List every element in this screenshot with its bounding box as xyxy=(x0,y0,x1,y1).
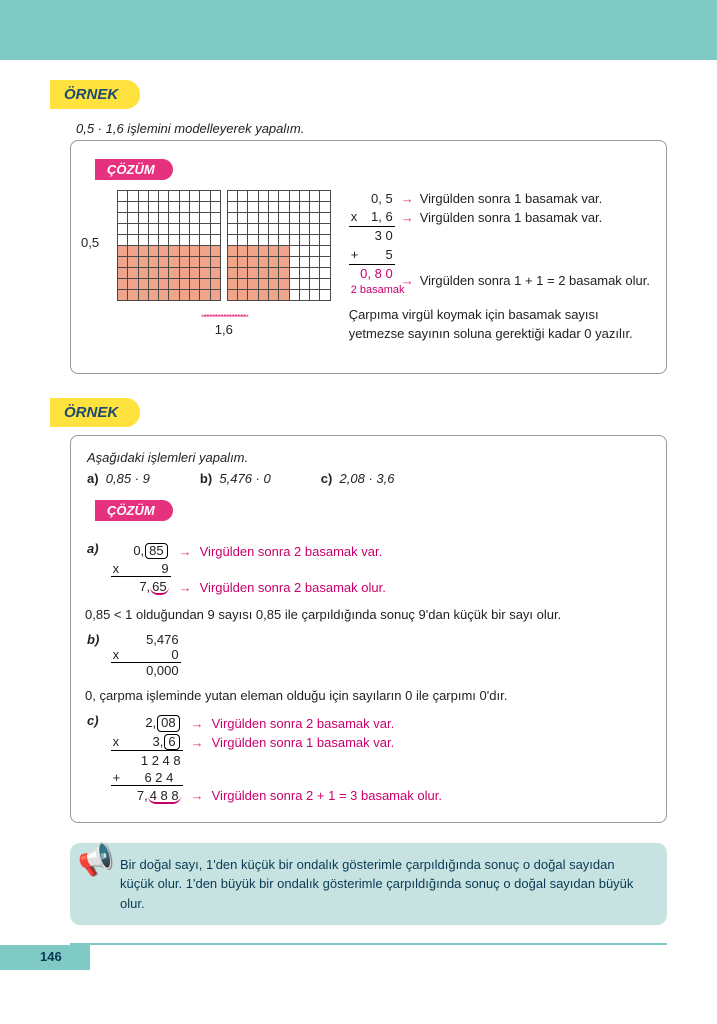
solution-c: c) 2,08 → Virgülden sonra 2 basamak var.… xyxy=(87,713,650,806)
page-number: 146 xyxy=(0,945,90,970)
annot1: Virgülden sonra 1 basamak var. xyxy=(420,190,603,208)
example2-box: Aşağıdaki işlemleri yapalım. a) 0,85 · 9… xyxy=(70,435,667,823)
question-list: a) 0,85 · 9 b) 5,476 · 0 c) 2,08 · 3,6 xyxy=(87,471,650,486)
cozum-badge: ÇÖZÜM xyxy=(95,500,173,521)
annot3: Virgülden sonra 1 + 1 = 2 basamak olur. xyxy=(420,272,650,290)
calc-l3: 3 0 xyxy=(349,227,395,245)
arrow-icon: → xyxy=(191,788,204,803)
solution-b: b) 5,476 x0 0,000 xyxy=(87,632,650,678)
arrow-icon: → xyxy=(191,735,204,750)
ornek-badge: ÖRNEK xyxy=(50,398,140,427)
arrow-icon: → xyxy=(401,209,414,227)
summary-note: 📢 Bir doğal sayı, 1'den küçük bir ondalı… xyxy=(70,843,667,926)
a-note2: Virgülden sonra 2 basamak olur. xyxy=(200,580,386,595)
arrow-icon: → xyxy=(179,544,192,559)
arrow-icon: → xyxy=(401,190,414,208)
bottom-label: 1,6 xyxy=(117,322,331,337)
tail-text: Çarpıma virgül koymak için basamak sayıs… xyxy=(349,306,649,342)
example1-box: ÇÖZÜM 0,5 ⎵⎵⎵⎵⎵⎵⎵⎵⎵⎵⎵⎵⎵⎵⎵⎵ 1,6 0, 5 → Vi… xyxy=(70,140,667,374)
c-note1: Virgülden sonra 2 basamak var. xyxy=(212,716,395,731)
qb: 5,476 · 0 xyxy=(219,471,270,486)
solution-a: a) 0,85 → Virgülden sonra 2 basamak var.… xyxy=(87,541,650,597)
arrow-icon: → xyxy=(179,580,192,595)
megaphone-icon: 📢 xyxy=(73,835,118,885)
area-model: 0,5 ⎵⎵⎵⎵⎵⎵⎵⎵⎵⎵⎵⎵⎵⎵⎵⎵ 1,6 xyxy=(81,190,331,361)
arrow-icon: → xyxy=(401,272,414,290)
calc-l1: 0, 5 xyxy=(349,190,395,208)
calc-column: 0, 5 → Virgülden sonra 1 basamak var. x1… xyxy=(349,190,650,343)
a-note1: Virgülden sonra 2 basamak var. xyxy=(200,544,383,559)
calc-note: 2 basamak xyxy=(349,283,395,298)
c-note3: Virgülden sonra 2 + 1 = 3 basamak olur. xyxy=(212,788,442,803)
b-explain: 0, çarpma işleminde yutan eleman olduğu … xyxy=(85,688,646,703)
annot2: Virgülden sonra 1 basamak var. xyxy=(420,209,603,227)
arrow-icon: → xyxy=(191,716,204,731)
c-note2: Virgülden sonra 1 basamak var. xyxy=(212,735,395,750)
side-label: 0,5 xyxy=(81,235,99,250)
note-text: Bir doğal sayı, 1'den küçük bir ondalık … xyxy=(120,857,633,911)
page-footer: 146 xyxy=(70,943,667,973)
example1-intro: 0,5 · 1,6 işlemini modelleyerek yapalım. xyxy=(76,121,667,136)
cozum-badge: ÇÖZÜM xyxy=(95,159,173,180)
calc-l2: 1, 6 xyxy=(371,209,393,224)
qc: 2,08 · 3,6 xyxy=(340,471,395,486)
ornek-badge: ÖRNEK xyxy=(50,80,140,109)
example2-intro: Aşağıdaki işlemleri yapalım. xyxy=(87,450,650,465)
qa: 0,85 · 9 xyxy=(106,471,150,486)
calc-result: 0, 8 0 xyxy=(349,265,395,283)
header-band xyxy=(0,0,717,60)
bottom-brace: ⎵⎵⎵⎵⎵⎵⎵⎵⎵⎵⎵⎵⎵⎵⎵⎵ xyxy=(117,303,331,318)
calc-l4: 5 xyxy=(385,247,392,262)
a-explain: 0,85 < 1 olduğundan 9 sayısı 0,85 ile ça… xyxy=(85,607,646,622)
